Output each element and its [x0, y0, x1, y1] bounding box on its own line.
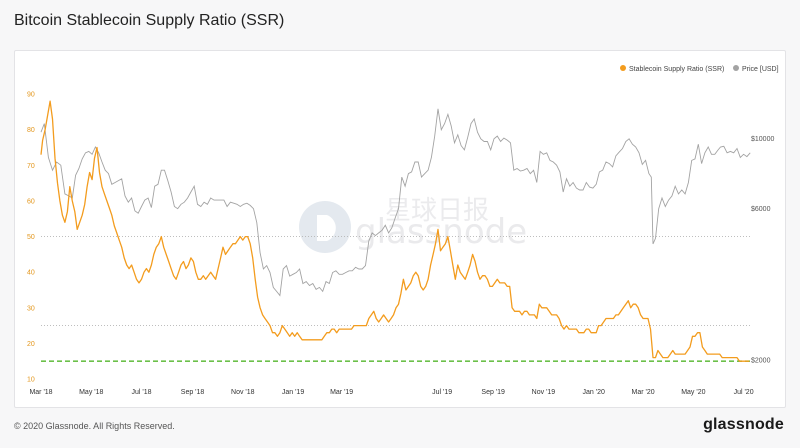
- x-tick-Jul18: Jul '18: [131, 389, 151, 396]
- legend: Stablecoin Supply Ratio (SSR) Price [USD…: [620, 65, 779, 73]
- x-tick-Jan20: Jan '20: [583, 389, 605, 396]
- brand-logo: glassnode: [703, 416, 784, 433]
- copyright: © 2020 Glassnode. All Rights Reserved.: [14, 421, 175, 431]
- x-tick-May18: May '18: [79, 389, 103, 396]
- chart-card: glassnode 星球日报 10 20 30 40 50 60 70 80 90 $2000 $6…: [14, 50, 786, 408]
- x-tick-Mar19: Mar '19: [330, 389, 353, 396]
- reference-lines: [41, 236, 751, 362]
- legend-ssr-label: Stablecoin Supply Ratio (SSR): [629, 66, 724, 73]
- ssr-series: [40, 100, 750, 362]
- y-right-tick-2000: $2000: [751, 357, 771, 364]
- legend-ssr-dot: [620, 65, 626, 71]
- y-left-tick-20: 20: [27, 341, 35, 348]
- watermark-cjk: 星球日报: [385, 196, 489, 226]
- y-left-tick-10: 10: [27, 377, 35, 384]
- x-tick-Jan19: Jan '19: [282, 389, 304, 396]
- axes: 10 20 30 40 50 60 70 80 90 $2000 $6000 $10000 Mar '1…: [27, 92, 774, 396]
- price-line: [40, 108, 751, 297]
- x-tick-Mar20: Mar '20: [632, 389, 655, 396]
- y-left-tick-80: 80: [27, 127, 35, 134]
- watermark-logo-mark: [317, 215, 336, 241]
- ssr-line: [40, 100, 750, 362]
- x-tick-Mar18: Mar '18: [29, 389, 52, 396]
- x-tick-Nov19: Nov '19: [532, 389, 556, 396]
- x-tick-Sep19: Sep '19: [481, 389, 505, 396]
- x-tick-Jul19: Jul '19: [432, 389, 452, 396]
- y-left-tick-30: 30: [27, 305, 35, 312]
- x-tick-May20: May '20: [681, 389, 705, 396]
- y-left-tick-50: 50: [27, 234, 35, 241]
- y-right-tick-6000: $6000: [751, 206, 771, 213]
- price-series: [40, 108, 751, 297]
- legend-price-dot: [733, 65, 739, 71]
- x-tick-Jul20: Jul '20: [734, 389, 754, 396]
- legend-price-label: Price [USD]: [742, 66, 779, 73]
- ssr-chart: glassnode 星球日报 10 20 30 40 50 60 70 80 90 $2000 $6…: [27, 65, 779, 396]
- y-left-tick-70: 70: [27, 163, 35, 170]
- page-title: Bitcoin Stablecoin Supply Ratio (SSR): [14, 12, 285, 29]
- y-right-tick-10000: $10000: [751, 136, 774, 143]
- x-tick-Nov18: Nov '18: [231, 389, 255, 396]
- y-left-tick-90: 90: [27, 92, 35, 99]
- x-tick-Sep18: Sep '18: [181, 389, 205, 396]
- y-left-tick-40: 40: [27, 270, 35, 277]
- y-left-tick-60: 60: [27, 198, 35, 205]
- watermark-text: glassnode: [355, 212, 527, 252]
- watermark: glassnode 星球日报: [299, 196, 527, 253]
